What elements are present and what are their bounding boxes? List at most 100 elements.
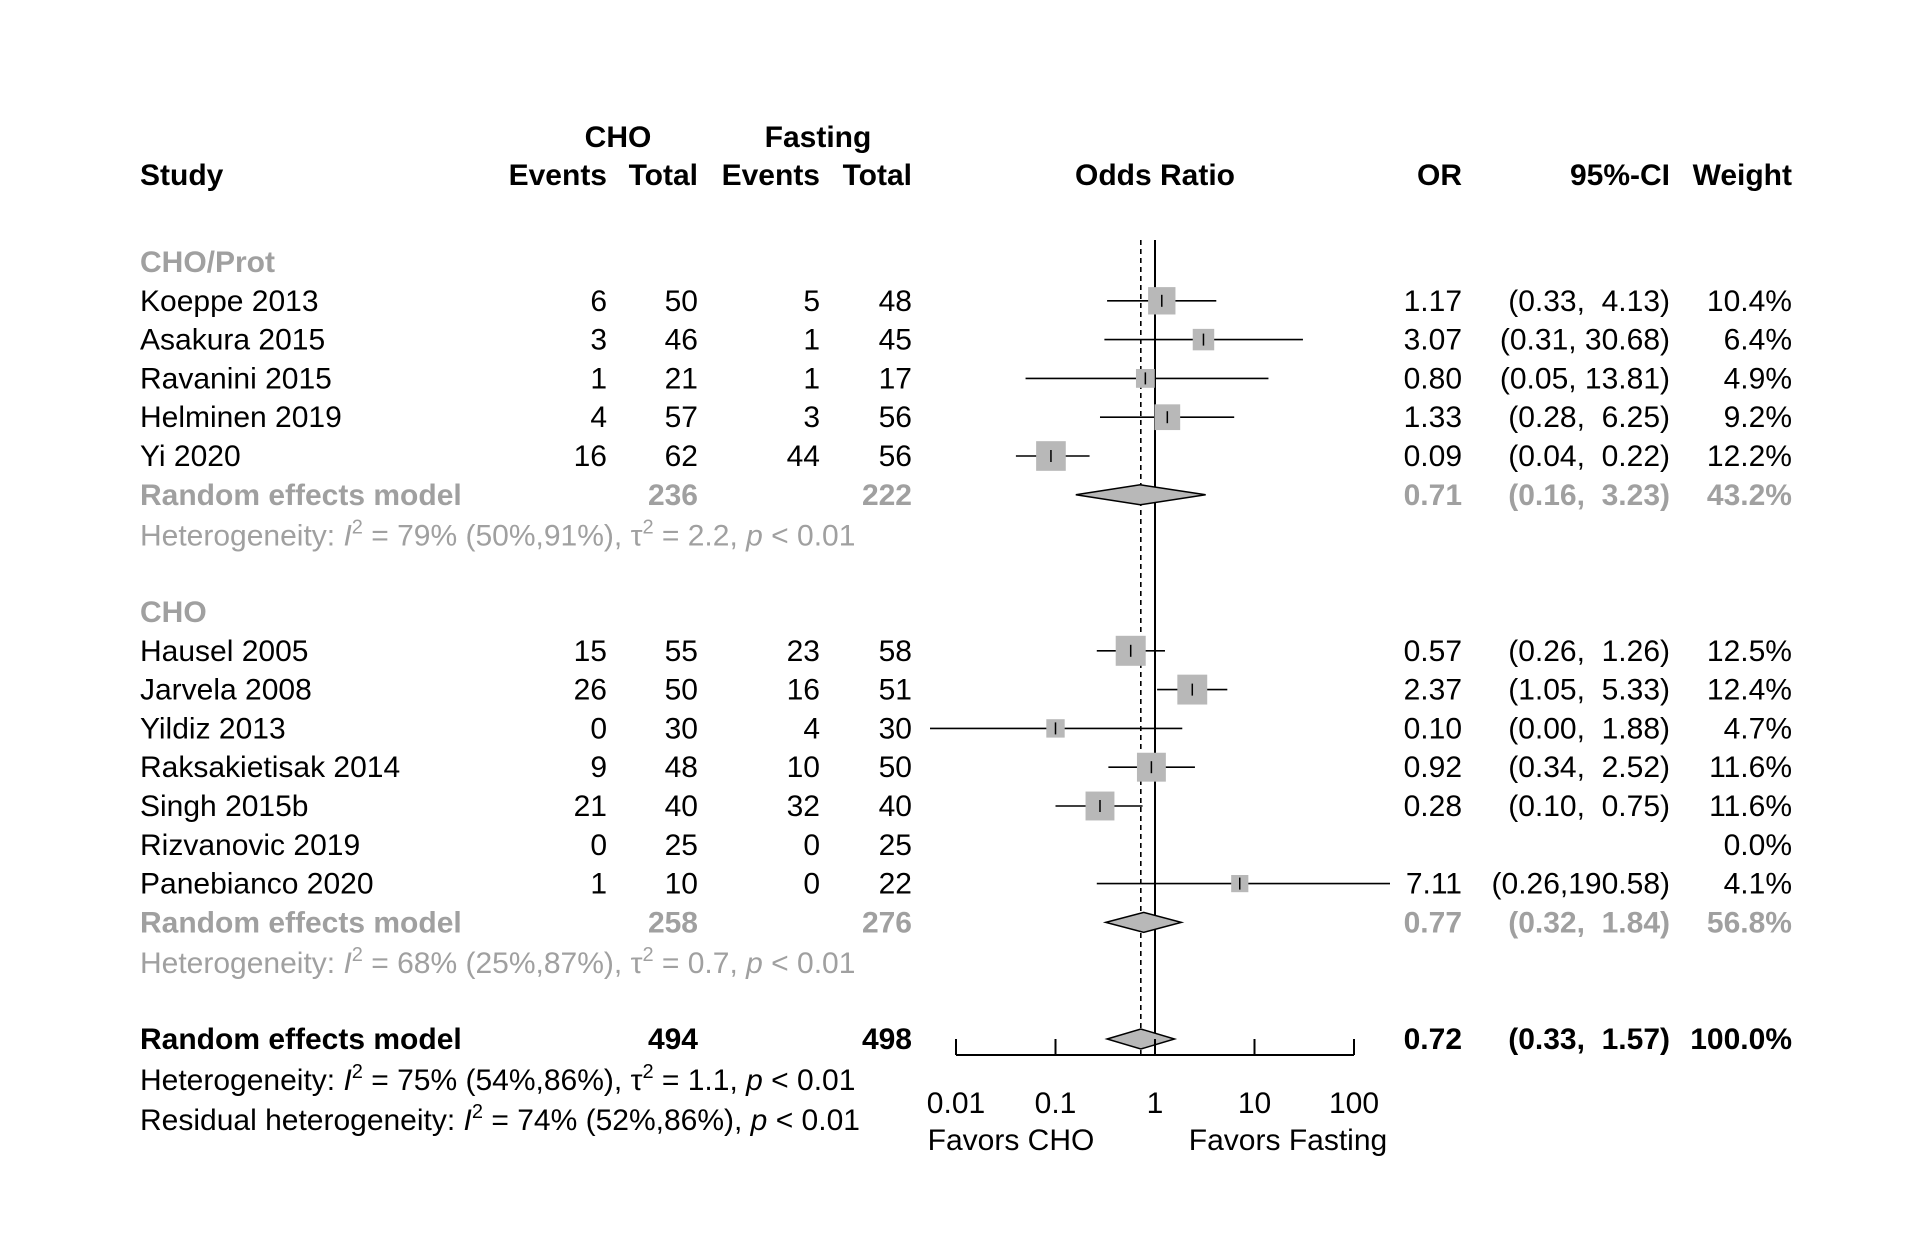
total1-cell: 46 — [665, 324, 698, 357]
events2-cell: 23 — [787, 635, 820, 668]
overall-model-label: Random effects model — [140, 1023, 462, 1056]
events1-cell: 9 — [590, 751, 607, 784]
header-group1: CHO — [585, 121, 652, 154]
subgroup-total1: 236 — [648, 479, 698, 512]
total2-cell: 22 — [879, 868, 912, 901]
study-label: Rizvanovic 2019 — [140, 829, 360, 862]
x-tick-label: 1 — [1147, 1087, 1164, 1120]
subgroup-heterogeneity: Heterogeneity: I2 = 68% (25%,87%), τ2 = … — [140, 944, 855, 980]
subgroup-model-label: Random effects model — [140, 906, 462, 939]
events2-cell: 5 — [803, 285, 820, 318]
total1-cell: 62 — [665, 440, 698, 473]
study-label: Panebianco 2020 — [140, 868, 374, 901]
overall-weight: 100.0% — [1690, 1023, 1792, 1056]
events1-cell: 3 — [590, 324, 607, 357]
subgroup-diamond — [1102, 911, 1185, 934]
events1-cell: 15 — [574, 635, 607, 668]
x-tick-label: 0.01 — [927, 1087, 985, 1120]
total1-cell: 10 — [665, 868, 698, 901]
ci-cell: (0.10, 0.75) — [1508, 790, 1670, 823]
total1-cell: 50 — [665, 285, 698, 318]
header-total1: Total — [629, 159, 698, 192]
header-study: Study — [140, 159, 224, 192]
ci-cell: (0.33, 4.13) — [1508, 285, 1670, 318]
total2-cell: 56 — [879, 440, 912, 473]
total2-cell: 56 — [879, 401, 912, 434]
weight-cell: 12.5% — [1707, 635, 1792, 668]
overall-total1: 494 — [648, 1023, 698, 1056]
overall-diamond — [1104, 1028, 1178, 1050]
weight-cell: 4.7% — [1724, 712, 1792, 745]
events1-cell: 0 — [590, 712, 607, 745]
or-cell: 1.33 — [1404, 401, 1462, 434]
residual-heterogeneity: Residual heterogeneity: I2 = 74% (52%,86… — [140, 1101, 860, 1137]
total2-cell: 48 — [879, 285, 912, 318]
total1-cell: 21 — [665, 362, 698, 395]
ci-cell: (0.31, 30.68) — [1500, 324, 1670, 357]
weight-cell: 12.2% — [1707, 440, 1792, 473]
events1-cell: 0 — [590, 829, 607, 862]
header-or: OR — [1417, 159, 1462, 192]
subgroup-ci: (0.32, 1.84) — [1508, 906, 1670, 939]
total2-cell: 17 — [879, 362, 912, 395]
events2-cell: 10 — [787, 751, 820, 784]
events2-cell: 3 — [803, 401, 820, 434]
header-events2: Events — [722, 159, 820, 192]
ci-cell: (0.00, 1.88) — [1508, 712, 1670, 745]
subgroup-title: CHO — [140, 596, 207, 629]
header-group2: Fasting — [765, 121, 872, 154]
subgroup-weight: 43.2% — [1707, 479, 1792, 512]
or-cell: 0.92 — [1404, 751, 1462, 784]
events2-cell: 44 — [787, 440, 820, 473]
header-events1: Events — [509, 159, 607, 192]
subgroup-title: CHO/Prot — [140, 246, 275, 279]
total2-cell: 25 — [879, 829, 912, 862]
subgroup-ci: (0.16, 3.23) — [1508, 479, 1670, 512]
study-label: Helminen 2019 — [140, 401, 342, 434]
events1-cell: 1 — [590, 362, 607, 395]
weight-cell: 12.4% — [1707, 674, 1792, 707]
x-tick-label: 10 — [1238, 1087, 1271, 1120]
events2-cell: 32 — [787, 790, 820, 823]
total2-cell: 58 — [879, 635, 912, 668]
weight-cell: 4.1% — [1724, 868, 1792, 901]
ci-cell: (1.05, 5.33) — [1508, 674, 1670, 707]
or-cell: 7.11 — [1406, 868, 1462, 901]
ci-cell: (0.05, 13.81) — [1500, 362, 1670, 395]
study-label: Asakura 2015 — [140, 324, 325, 357]
total1-cell: 57 — [665, 401, 698, 434]
subgroup-heterogeneity: Heterogeneity: I2 = 79% (50%,91%), τ2 = … — [140, 517, 855, 553]
weight-cell: 10.4% — [1707, 285, 1792, 318]
header-plot: Odds Ratio — [1075, 159, 1235, 192]
total1-cell: 30 — [665, 712, 698, 745]
total1-cell: 50 — [665, 674, 698, 707]
or-cell: 0.09 — [1404, 440, 1462, 473]
events2-cell: 1 — [803, 324, 820, 357]
header-weight: Weight — [1693, 159, 1792, 192]
events1-cell: 4 — [590, 401, 607, 434]
events1-cell: 16 — [574, 440, 607, 473]
study-label: Ravanini 2015 — [140, 362, 332, 395]
weight-cell: 11.6% — [1709, 751, 1792, 784]
or-cell: 3.07 — [1404, 324, 1462, 357]
events2-cell: 4 — [803, 712, 820, 745]
subgroup-weight: 56.8% — [1707, 906, 1792, 939]
or-cell: 0.80 — [1404, 362, 1462, 395]
total2-cell: 51 — [879, 674, 912, 707]
subgroup-or: 0.71 — [1404, 479, 1462, 512]
study-label: Raksakietisak 2014 — [140, 751, 400, 784]
x-tick-label: 0.1 — [1035, 1087, 1077, 1120]
ci-cell: (0.28, 6.25) — [1508, 401, 1670, 434]
events2-cell: 0 — [803, 868, 820, 901]
header-ci: 95%-CI — [1570, 159, 1670, 192]
total2-cell: 40 — [879, 790, 912, 823]
or-cell: 0.10 — [1404, 712, 1462, 745]
weight-cell: 11.6% — [1709, 790, 1792, 823]
events2-cell: 16 — [787, 674, 820, 707]
events2-cell: 0 — [803, 829, 820, 862]
or-cell: 0.57 — [1404, 635, 1462, 668]
subgroup-total1: 258 — [648, 906, 698, 939]
subgroup-diamond — [1075, 484, 1206, 506]
events1-cell: 1 — [590, 868, 607, 901]
x-tick-label: 100 — [1329, 1087, 1379, 1120]
